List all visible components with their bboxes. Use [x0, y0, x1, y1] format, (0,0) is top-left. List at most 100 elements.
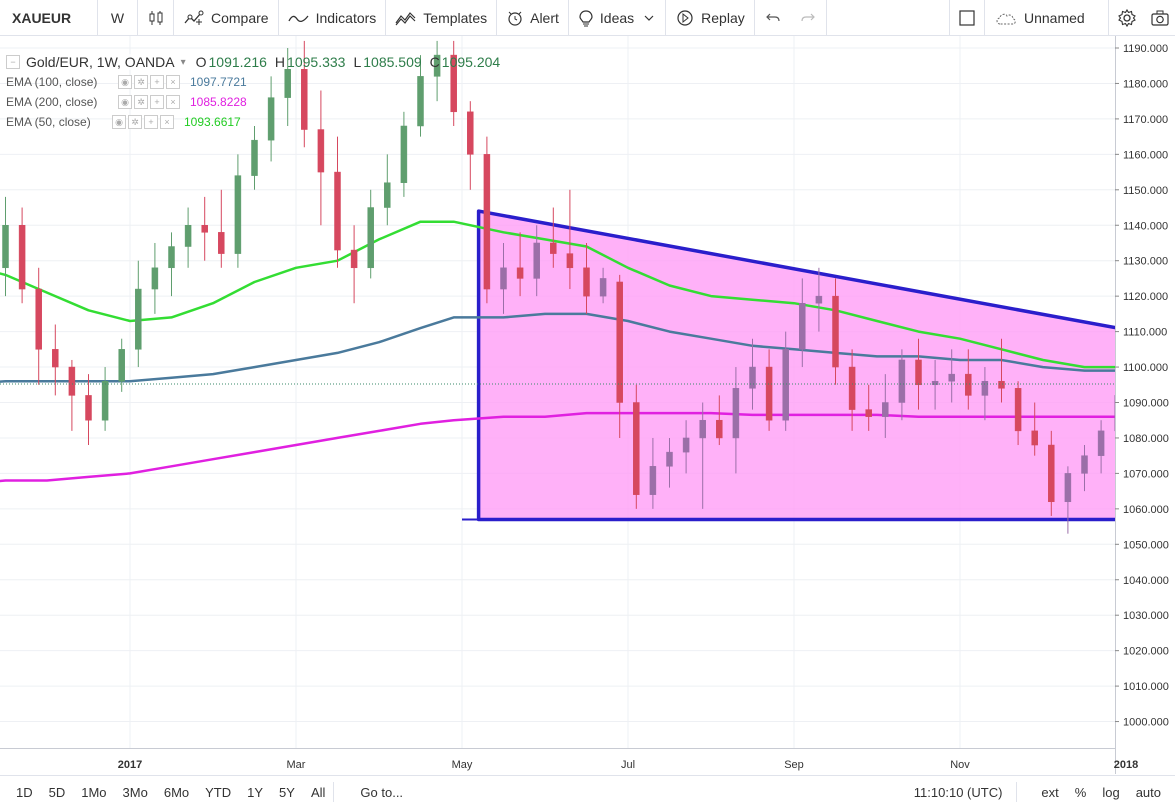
- candlesticks: [2, 40, 1171, 534]
- ideas-label: Ideas: [599, 9, 635, 26]
- price-tick-label: 1010.000: [1123, 681, 1169, 693]
- price-tick-label: 1060.000: [1123, 504, 1169, 516]
- price-tick-label: 1170.000: [1123, 114, 1168, 126]
- series-dropdown-icon[interactable]: ▾: [180, 56, 186, 68]
- candle-body: [135, 288, 142, 350]
- interval-button[interactable]: W: [98, 0, 138, 36]
- candle-body: [666, 451, 673, 467]
- eye-icon[interactable]: ◉: [118, 95, 132, 109]
- candle-body: [1097, 430, 1105, 456]
- candle-body: [649, 466, 657, 495]
- range-1y[interactable]: 1Y: [247, 784, 264, 800]
- price-tick-label: 1150.000: [1123, 185, 1168, 197]
- close-icon[interactable]: ×: [166, 75, 180, 89]
- candle-body: [317, 129, 325, 173]
- candle-body: [218, 232, 225, 254]
- price-tick-label: 1070.000: [1123, 468, 1169, 480]
- redo-button[interactable]: [791, 0, 827, 36]
- replay-button[interactable]: Replay: [666, 0, 755, 36]
- candle: [35, 267, 42, 385]
- candle-body: [832, 295, 839, 368]
- auto-toggle[interactable]: auto: [1135, 784, 1161, 800]
- chart-legend: − Gold/EUR, 1W, OANDA ▾ O 1091.216 H 109…: [6, 52, 508, 132]
- candle-body: [931, 380, 939, 386]
- settings-button[interactable]: [1109, 0, 1145, 36]
- fullscreen-button[interactable]: [949, 0, 985, 36]
- legend-ema50[interactable]: EMA (50, close) ◉ ✲ + × 1093.6617: [6, 112, 508, 132]
- undo-button[interactable]: [755, 0, 791, 36]
- ema100-label: EMA (100, close): [6, 75, 98, 89]
- candle-body: [168, 246, 175, 269]
- range-6mo[interactable]: 6Mo: [163, 784, 190, 800]
- ext-toggle[interactable]: ext: [1041, 784, 1059, 800]
- layout-name: Unnamed: [1024, 9, 1085, 26]
- candle: [666, 437, 673, 488]
- symbol-search[interactable]: XAUEUR: [0, 0, 98, 36]
- legend-ema200[interactable]: EMA (200, close) ◉ ✲ + × 1085.8228: [6, 92, 508, 112]
- eye-icon[interactable]: ◉: [112, 115, 126, 129]
- indicators-button[interactable]: Indicators: [279, 0, 387, 36]
- candle: [251, 125, 258, 190]
- candle: [450, 40, 457, 126]
- candle: [716, 395, 723, 446]
- candle: [765, 349, 773, 431]
- camera-button[interactable]: [1145, 0, 1175, 36]
- legend-ema100[interactable]: EMA (100, close) ◉ ✲ + × 1097.7721: [6, 72, 508, 92]
- range-all[interactable]: All: [310, 784, 326, 800]
- candle-body: [533, 242, 540, 279]
- candle: [151, 242, 159, 314]
- candle: [118, 338, 125, 392]
- candle-body: [417, 76, 424, 127]
- range-1mo[interactable]: 1Mo: [81, 784, 107, 800]
- price-tick-label: 1090.000: [1123, 398, 1169, 410]
- price-chart[interactable]: 1095.204 1190.000 1180.000 1170.000 1160.00…: [0, 36, 1175, 774]
- goto-button[interactable]: Go to...: [360, 784, 404, 800]
- log-toggle[interactable]: log: [1102, 784, 1120, 800]
- candle: [400, 111, 408, 197]
- gear-icon[interactable]: ✲: [134, 95, 148, 109]
- compare-button[interactable]: Compare: [174, 0, 279, 36]
- plus-icon[interactable]: +: [150, 75, 164, 89]
- gear-icon[interactable]: ✲: [134, 75, 148, 89]
- square-icon: [959, 9, 975, 26]
- percent-toggle[interactable]: %: [1074, 784, 1087, 800]
- plus-icon[interactable]: +: [150, 95, 164, 109]
- candle: [649, 437, 657, 509]
- redo-icon: [801, 13, 816, 21]
- candle: [998, 338, 1005, 403]
- range-5d[interactable]: 5D: [48, 784, 66, 800]
- candle-body: [68, 366, 76, 396]
- chart-style-button[interactable]: [138, 0, 174, 36]
- ideas-button[interactable]: Ideas: [569, 0, 667, 36]
- gear-icon[interactable]: ✲: [128, 115, 142, 129]
- candle: [1031, 402, 1038, 456]
- compare-label: Compare: [211, 9, 269, 26]
- candle: [301, 40, 308, 148]
- chart-area[interactable]: 1095.204 1190.000 1180.000 1170.000 1160.00…: [0, 36, 1175, 774]
- collapse-icon[interactable]: −: [6, 55, 20, 69]
- eye-icon[interactable]: ◉: [118, 75, 132, 89]
- time-tick-label: 2018: [1114, 759, 1138, 771]
- range-5y[interactable]: 5Y: [279, 784, 295, 800]
- layout-save-button[interactable]: Unnamed: [985, 0, 1109, 36]
- utc-clock[interactable]: 11:10:10 (UTC): [913, 784, 1003, 800]
- candle: [1014, 381, 1022, 446]
- range-ytd[interactable]: YTD: [205, 784, 232, 800]
- alert-button[interactable]: Alert: [497, 0, 569, 36]
- range-1d[interactable]: 1D: [16, 784, 33, 800]
- time-tick-label: Jul: [621, 759, 635, 771]
- close-icon[interactable]: ×: [166, 95, 180, 109]
- candle: [218, 189, 225, 268]
- candle-body: [184, 225, 192, 247]
- lightbulb-icon: [579, 9, 593, 26]
- undo-icon: [765, 13, 780, 21]
- templates-button[interactable]: Templates: [386, 0, 498, 36]
- range-3mo[interactable]: 3Mo: [122, 784, 148, 800]
- plus-icon[interactable]: +: [144, 115, 158, 129]
- close-icon[interactable]: ×: [160, 115, 174, 129]
- price-tick-label: 1020.000: [1123, 646, 1169, 658]
- candle: [433, 40, 441, 102]
- candle-body: [334, 171, 341, 251]
- compare-icon: [184, 10, 204, 25]
- candle: [384, 154, 391, 226]
